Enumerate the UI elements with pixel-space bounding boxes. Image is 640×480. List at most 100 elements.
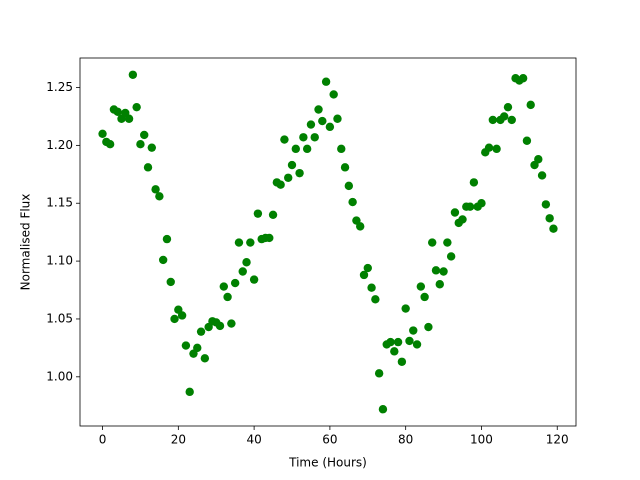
point — [534, 155, 543, 164]
point — [162, 234, 172, 244]
point — [492, 144, 501, 154]
plot-frame — [79, 57, 577, 427]
point — [518, 74, 528, 83]
point — [424, 322, 433, 332]
point — [295, 168, 304, 178]
point — [284, 173, 293, 182]
point — [507, 115, 516, 125]
point — [439, 267, 448, 276]
x-tick-label: 100 — [470, 433, 493, 447]
point — [249, 275, 259, 284]
y-tick-label: 1.20 — [46, 138, 73, 152]
y-tick-label: 1.25 — [46, 80, 73, 94]
point — [393, 337, 403, 347]
point — [151, 185, 160, 194]
point — [291, 144, 300, 154]
point — [166, 277, 175, 287]
point — [526, 100, 535, 110]
point — [128, 70, 138, 79]
point — [215, 321, 225, 331]
x-axis-label: Time (Hours) — [288, 456, 367, 470]
point — [488, 115, 498, 125]
point — [246, 238, 255, 247]
point — [405, 336, 414, 346]
point — [325, 122, 335, 132]
point — [238, 267, 247, 276]
x-tick-label: 120 — [546, 433, 569, 447]
x-tick-label: 20 — [171, 433, 186, 447]
point — [253, 209, 263, 218]
point — [170, 314, 179, 324]
point — [431, 266, 441, 275]
point — [219, 282, 228, 291]
point — [158, 255, 168, 265]
point — [541, 200, 551, 209]
point — [242, 258, 251, 267]
point — [484, 143, 494, 152]
point — [193, 343, 202, 353]
point — [196, 327, 206, 336]
x-tick-label: 40 — [246, 433, 261, 447]
point — [105, 140, 115, 149]
point — [545, 214, 554, 223]
point — [265, 233, 274, 243]
point — [329, 90, 338, 99]
point — [340, 163, 350, 172]
point — [477, 199, 486, 208]
point — [310, 133, 319, 142]
point — [287, 160, 297, 170]
point — [280, 135, 289, 144]
point — [465, 202, 475, 211]
point — [386, 337, 395, 347]
point — [503, 102, 513, 112]
point — [356, 222, 365, 231]
point — [420, 292, 429, 302]
point — [155, 192, 164, 201]
y-tick-label: 1.15 — [46, 196, 73, 210]
point — [390, 347, 399, 356]
point — [397, 357, 407, 366]
point — [416, 282, 426, 291]
point — [181, 341, 191, 350]
point — [378, 405, 388, 414]
point — [299, 133, 308, 142]
point — [371, 295, 380, 304]
point — [234, 238, 244, 247]
point — [321, 77, 331, 86]
point — [446, 252, 456, 261]
point — [318, 116, 327, 126]
y-tick-label: 1.00 — [46, 369, 73, 383]
point — [223, 292, 232, 302]
point — [200, 354, 210, 363]
x-tick-label: 0 — [99, 433, 107, 447]
point — [185, 387, 194, 397]
point — [177, 311, 187, 320]
y-tick-label: 1.05 — [46, 311, 73, 325]
point — [363, 263, 372, 273]
point — [348, 197, 357, 207]
point — [450, 208, 460, 217]
point — [143, 163, 153, 172]
point — [359, 270, 369, 280]
point — [344, 181, 354, 191]
point — [409, 326, 418, 335]
point — [302, 144, 312, 154]
point — [401, 304, 410, 313]
point — [98, 129, 107, 138]
point — [549, 224, 558, 233]
point — [337, 144, 346, 154]
point — [230, 278, 240, 288]
point — [132, 102, 141, 112]
point — [333, 114, 342, 123]
point — [367, 283, 376, 292]
point — [113, 107, 122, 117]
y-tick-label: 1.10 — [46, 254, 73, 268]
y-axis-label: Normalised Flux — [19, 194, 33, 291]
point — [374, 369, 384, 378]
point — [136, 140, 145, 149]
point — [469, 178, 479, 187]
point — [412, 340, 422, 349]
point — [124, 114, 134, 123]
